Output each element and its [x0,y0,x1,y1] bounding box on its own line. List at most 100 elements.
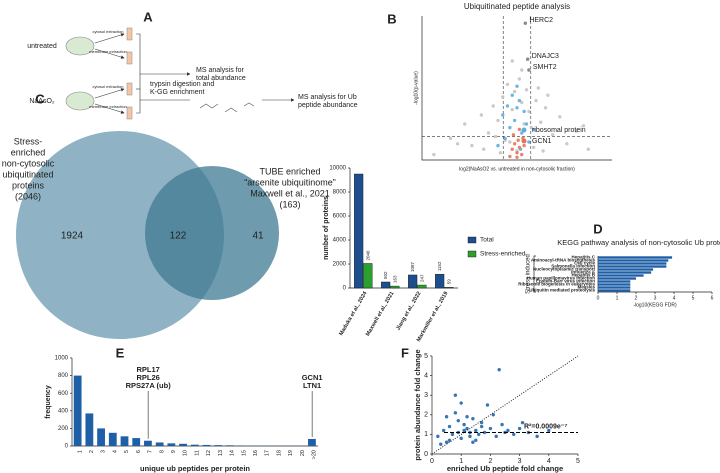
bar [85,413,94,446]
panel-letter: B [387,11,396,26]
x-tick-label: 2 [635,295,638,301]
set-label: (2046) [15,191,41,201]
peptides [199,102,255,113]
point [534,98,538,103]
y-tick-label: 2 [424,412,428,419]
point [522,109,526,114]
bar [444,287,454,289]
point [448,136,453,141]
bar [417,284,427,289]
point [453,411,458,415]
x-tick-label: 3 [518,458,522,465]
x-tick-label: 13 [218,450,224,456]
bar [598,256,673,259]
point [496,118,500,123]
x-tick-label: 2 [89,450,95,453]
fraction-label: cytosol extraction [93,29,124,34]
point [522,122,526,126]
point [477,432,481,437]
x-tick-label: 18 [276,450,282,456]
y-tick-label: 6000 [333,214,347,220]
point [459,436,463,441]
annotated-point [527,68,531,72]
point [516,138,520,142]
y-tick-label: Hepatitis C [571,255,595,260]
y-tick-label: 2000 [333,262,347,268]
region-count: 122 [170,231,187,242]
y-tick-label: Ubiquitin mediated proteolysis [529,288,595,293]
y-tick-label: Nucleocytoplasmic transport [533,267,596,272]
bar [308,438,316,446]
bar [598,286,631,289]
panel-a: A untreated NaAsO₂ cytosol extraction me… [27,9,358,120]
point-label: SMHT2 [533,64,557,71]
point [482,430,487,435]
point [450,432,455,437]
legend-marker [467,236,477,244]
x-tick-label: 5 [124,450,130,453]
point [515,106,519,110]
point [574,129,579,133]
x-tick-label: 5 [576,458,580,465]
point [496,143,500,148]
point [541,149,545,153]
panel-letter: C [35,91,45,106]
point [522,143,526,148]
y-tick-label: 5 [424,353,428,360]
point [510,59,514,63]
y-tick-label: Hepatitis B [571,273,595,278]
y-tick-label: 600 [58,391,69,397]
point [491,104,495,108]
point [510,147,514,151]
set-label: proteins [12,180,45,190]
value-label: 2046 [365,250,370,261]
point [508,125,512,130]
point [510,107,514,112]
bar [237,445,246,446]
y-axis-label: -log10(p-value) [413,71,419,105]
legend-marker [521,138,527,144]
group-label: Stress induced [526,254,532,294]
point [508,140,512,144]
step-label: MS analysis for [196,67,245,74]
annotation: LTN1 [303,381,321,390]
y-axis-label: number of proteins [323,196,330,260]
region-count: 41 [252,231,264,242]
point [503,136,507,141]
bar [167,443,176,446]
point [520,68,524,72]
set-label: enriched [11,147,46,157]
point-label: DNAJC3 [532,53,559,60]
chart-title: KEGG pathway analysis of non-cytosolic U… [557,238,720,247]
set-label: “arsenite ubiquitinome” [244,177,336,187]
bar [598,259,669,262]
point [508,154,512,159]
venn-set [145,166,279,300]
point [439,442,443,446]
point [447,438,452,442]
point [471,440,475,444]
x-tick-label: 0 [430,458,434,465]
point [520,131,524,135]
x-tick-label: Maduka et al., 2024 [338,290,369,337]
bar [132,438,141,446]
point [456,418,460,423]
point [465,426,469,431]
point [465,415,469,419]
point [529,125,533,130]
bar [354,173,364,289]
x-tick-label: 16 [253,450,259,456]
value-label: 502 [383,271,388,279]
point [463,122,467,126]
bar [73,375,82,446]
y-axis-label: frequency [45,385,52,419]
bar [408,274,418,289]
y-tick-label: 8000 [333,190,347,196]
group-bracket [533,255,536,293]
point [539,120,543,124]
point [474,438,478,442]
condition-label: NaAsO₂ [29,98,55,105]
panel-letter: E [116,345,125,360]
annotation: RPL26 [136,373,159,382]
